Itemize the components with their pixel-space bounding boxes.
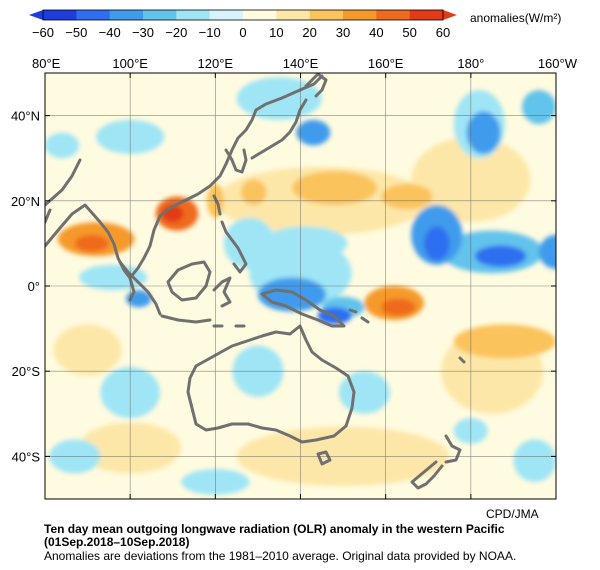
latitude-label: 40°S — [12, 449, 41, 464]
negative-anomaly-patch — [466, 111, 501, 154]
credit-label: CPD/JMA — [486, 507, 539, 521]
colorbar-segment — [176, 10, 210, 20]
negative-anomaly-patch — [423, 226, 450, 261]
negative-anomaly-patch — [338, 371, 390, 414]
coastline-borneo — [166, 260, 212, 302]
colorbar-tick-label: 50 — [402, 25, 416, 40]
colorbar-tick-label: −40 — [99, 25, 121, 40]
colorbar-tick-label: 30 — [336, 25, 350, 40]
colorbar-segment — [276, 10, 310, 20]
positive-anomaly-patch — [381, 183, 433, 210]
colorbar-segment — [309, 10, 344, 20]
colorbar-segment — [343, 10, 377, 20]
coastline-new-zealand — [410, 434, 462, 490]
positive-anomaly-patch — [381, 298, 416, 316]
coastline-sulawesi — [212, 276, 232, 308]
colorbar-tick-label: 0 — [239, 25, 246, 40]
coastline-tasmania — [316, 450, 332, 466]
longitude-label: 100°E — [112, 56, 148, 71]
negative-anomaly-patch — [296, 119, 331, 146]
negative-anomaly-patch — [521, 90, 556, 125]
caption-title: Ten day mean outgoing longwave radiation… — [44, 522, 505, 536]
negative-anomaly-patch — [538, 234, 556, 269]
longitude-label: 80°E — [32, 56, 61, 71]
colorbar-tick-label: 60 — [436, 25, 450, 40]
latitude-label: 20°N — [11, 194, 40, 209]
coastline-java — [160, 314, 212, 324]
coastline-india — [45, 158, 82, 224]
colorbar-segment — [43, 10, 77, 20]
colorbar: −60 −50 −40 −30 −20 −10 0 10 20 30 40 50 60 anomalie… — [29, 9, 561, 40]
longitude-label: 180° — [457, 56, 484, 71]
longitude-label: 160°E — [368, 56, 404, 71]
gridlines — [45, 73, 556, 499]
colorbar-segment — [243, 10, 277, 20]
caption-note: Anomalies are deviations from the 1981–2… — [44, 549, 517, 563]
positive-anomaly-patch — [453, 324, 556, 359]
coastline-fiji — [458, 356, 466, 364]
positive-anomaly-patch — [291, 170, 378, 206]
longitude-label: 160°W — [538, 56, 578, 71]
colorbar-unit-label: anomalies(W/m²) — [470, 11, 561, 25]
coastline-sumatra — [118, 260, 162, 316]
coastline-japan — [250, 73, 328, 160]
negative-anomaly-patch — [223, 217, 275, 269]
negative-anomaly-patch — [475, 245, 527, 267]
positive-anomaly-patch — [53, 324, 122, 376]
negative-anomaly-patch — [513, 439, 556, 482]
colorbar-segment — [143, 10, 177, 20]
colorbar-tick-label: 10 — [269, 25, 283, 40]
colorbar-segment — [109, 10, 144, 20]
colorbar-tick-label: −20 — [165, 25, 187, 40]
coastline-korea — [224, 148, 248, 174]
coastlines — [45, 73, 466, 490]
longitude-label: 140°E — [283, 56, 319, 71]
colorbar-left-arrow — [29, 10, 43, 20]
colorbar-tick-label: 40 — [369, 25, 383, 40]
map-ticks — [44, 73, 557, 499]
coastline-new-guinea — [260, 288, 346, 328]
coastline-islands-east — [212, 308, 370, 328]
colorbar-tick-label: −10 — [199, 25, 221, 40]
colorbar-segment — [376, 10, 410, 20]
latitude-label: 40°N — [11, 109, 40, 124]
positive-anomaly-patch — [74, 234, 109, 252]
caption-period: (01Sep.2018–10Sep.2018) — [44, 535, 190, 549]
colorbar-tick-label: −50 — [65, 25, 87, 40]
colorbar-right-arrow — [443, 10, 457, 20]
colorbar-segment — [409, 10, 444, 20]
latitude-label: 20°S — [12, 364, 41, 379]
colorbar-tick-label: −30 — [132, 25, 154, 40]
coastline-philippines — [220, 220, 248, 274]
coastline-australia — [186, 324, 356, 444]
latitude-label: 0° — [28, 279, 40, 294]
colorbar-segment — [76, 10, 110, 20]
longitude-label: 120°E — [198, 56, 234, 71]
colorbar-tick-label: 20 — [302, 25, 316, 40]
negative-anomaly-patch — [45, 132, 80, 159]
colorbar-segment — [209, 10, 244, 20]
colorbar-tick-label: −60 — [32, 25, 54, 40]
positive-anomaly-patch — [240, 179, 267, 206]
